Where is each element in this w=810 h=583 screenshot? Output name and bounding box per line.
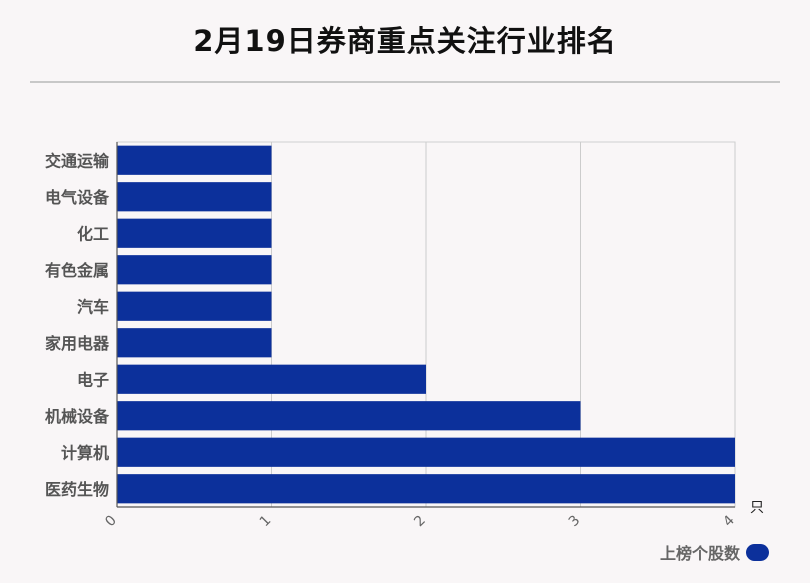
- bar: [117, 145, 272, 175]
- x-unit-label: 只: [750, 500, 764, 516]
- bar: [117, 291, 272, 321]
- category-label: 交通运输: [45, 151, 110, 170]
- category-label: 家用电器: [45, 334, 110, 353]
- title-divider: [30, 81, 780, 83]
- bar: [117, 255, 272, 285]
- bar: [117, 182, 272, 212]
- x-tick-label: 0: [102, 513, 120, 531]
- category-label: 医药生物: [45, 480, 109, 499]
- category-label: 化工: [77, 224, 109, 243]
- x-tick-label: 3: [566, 513, 584, 531]
- category-label: 机械设备: [45, 407, 110, 426]
- bar: [117, 328, 272, 358]
- bar: [117, 437, 735, 467]
- bar: [117, 364, 426, 394]
- category-label: 有色金属: [45, 261, 109, 280]
- bar: [117, 218, 272, 248]
- legend[interactable]: 上榜个股数: [660, 540, 769, 564]
- legend-swatch: [746, 543, 769, 561]
- category-label: 计算机: [61, 443, 109, 462]
- bar: [117, 474, 735, 504]
- category-label: 电子: [77, 370, 109, 389]
- x-tick-label: 1: [257, 513, 275, 531]
- bar: [117, 401, 581, 431]
- x-tick-label: 4: [720, 512, 738, 530]
- legend-label: 上榜个股数: [659, 544, 740, 563]
- category-label: 汽车: [77, 297, 109, 316]
- chart-title: 2月19日券商重点关注行业排名: [193, 24, 617, 58]
- category-label: 电气设备: [45, 188, 110, 207]
- x-tick-label: 2: [411, 513, 429, 531]
